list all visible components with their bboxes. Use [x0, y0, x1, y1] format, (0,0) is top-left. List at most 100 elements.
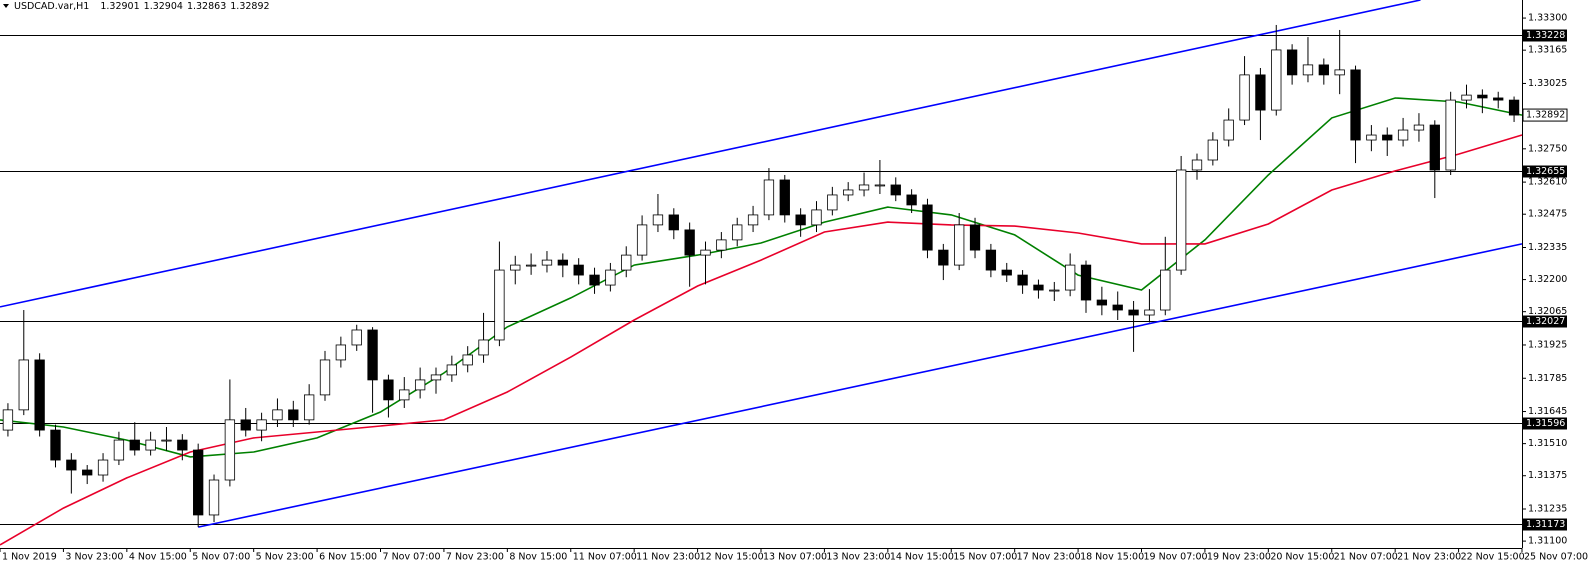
level-label: 1.32655 [1526, 166, 1565, 177]
candle-body [34, 359, 45, 431]
x-tick-label: 5 Nov 07:00 [192, 552, 250, 563]
candle-body [1508, 99, 1520, 116]
x-tick-label: 17 Nov 23:00 [1017, 552, 1081, 563]
y-tick-label: 1.32750 [1528, 143, 1567, 154]
candle-body [969, 224, 981, 251]
candle-body [1445, 99, 1456, 171]
x-tick-label: 21 Nov 07:00 [1334, 552, 1398, 563]
header: USDCAD.var,H1 1.32901 1.32904 1.32863 1.328… [14, 1, 270, 12]
candle-body [954, 224, 965, 266]
candle-body [858, 184, 870, 191]
x-tick-label: 6 Nov 15:00 [319, 552, 377, 563]
candle-body [1175, 169, 1187, 271]
candle-body [2, 409, 14, 431]
quote-value: 1.32901 [100, 1, 139, 12]
candle-body [288, 409, 299, 421]
candle-body [1191, 159, 1203, 171]
candle-body [208, 479, 220, 516]
level-label: 1.31596 [1526, 418, 1565, 429]
x-tick-label: 3 Nov 23:00 [65, 552, 123, 563]
indicator-line [0, 0, 1421, 308]
candle-body [1302, 64, 1314, 76]
candle-body [890, 184, 901, 196]
candle-body [747, 214, 759, 226]
candle-body [906, 194, 917, 206]
candle-body [1255, 74, 1266, 111]
x-tick-label: 13 Nov 07:00 [763, 552, 827, 563]
candle-body [1001, 269, 1012, 276]
candle-body [82, 469, 93, 476]
x-tick-label: 1 Nov 2019 [2, 552, 57, 563]
candle-body [66, 459, 77, 471]
candle-body [779, 179, 790, 216]
axis-layer: 1.33300 1.33165 1.33025 1.32750 1.32610 1.324… [0, 13, 1588, 563]
candle-body [985, 249, 997, 271]
candle-body [1429, 124, 1440, 171]
y-tick-label: 1.31925 [1528, 339, 1567, 350]
candle-body [827, 194, 838, 211]
candle-body [652, 214, 664, 226]
candle-body [843, 189, 854, 196]
candle-body [351, 329, 362, 346]
candle-body [193, 449, 204, 516]
menu-triangle[interactable] [3, 4, 9, 8]
y-tick-label: 1.32335 [1528, 242, 1567, 253]
candle-body [541, 259, 553, 266]
candle-body [462, 354, 473, 366]
y-tick-label: 1.33300 [1528, 13, 1567, 24]
candle-body [1366, 134, 1377, 141]
candle-body [510, 264, 521, 271]
candles-layer [2, 24, 1520, 528]
y-tick-label: 1.31645 [1528, 406, 1567, 417]
candle-body [446, 364, 457, 376]
y-tick-label: 1.31100 [1528, 536, 1567, 547]
candle-body [732, 224, 743, 241]
level-label: 1.33228 [1526, 30, 1565, 41]
candle-body [668, 214, 679, 231]
candle-body [636, 224, 648, 256]
candle-body [1065, 264, 1076, 291]
x-tick-label: 7 Nov 07:00 [383, 552, 441, 563]
candle-body [50, 429, 61, 461]
candle-body [1207, 139, 1219, 161]
candle-body [1493, 97, 1504, 101]
candle-body [1239, 74, 1250, 121]
x-tick-label: 5 Nov 23:00 [256, 552, 314, 563]
candle-body [1271, 49, 1282, 111]
candle-body [1397, 129, 1409, 141]
candle-body [97, 459, 109, 476]
candle-body [335, 344, 347, 361]
x-tick-label: 12 Nov 15:00 [700, 552, 764, 563]
candle-body [478, 339, 489, 356]
candle-body [811, 209, 822, 226]
candle-body [1334, 69, 1345, 76]
candle-body [589, 274, 600, 286]
x-tick-label: 25 Nov 07:00 [1524, 552, 1588, 563]
candle-body [1223, 119, 1234, 141]
candle-body [922, 204, 933, 251]
candle-body [1286, 49, 1298, 76]
candle-body [367, 329, 378, 381]
level-label: 1.32027 [1526, 316, 1565, 327]
x-tick-label: 22 Nov 15:00 [1461, 552, 1525, 563]
level-badge [1523, 29, 1567, 42]
candle-body [145, 439, 156, 451]
y-tick-label: 1.32475 [1528, 209, 1567, 220]
indicator-line [198, 243, 1523, 528]
y-tick-label: 1.32200 [1528, 274, 1567, 285]
candle-body [129, 439, 140, 451]
x-tick-label: 8 Nov 15:00 [509, 552, 567, 563]
candle-body [763, 179, 775, 216]
candle-body [605, 269, 616, 286]
candle-body [272, 409, 283, 421]
indicator-line [0, 97, 1523, 458]
y-tick-label: 1.31785 [1528, 373, 1567, 384]
y-tick-label: 1.31510 [1528, 438, 1567, 449]
candle-body [494, 269, 505, 341]
x-tick-label: 18 Nov 15:00 [1080, 552, 1144, 563]
y-tick-label: 1.33165 [1528, 45, 1567, 56]
level-badge [1523, 417, 1567, 430]
x-tick-label: 14 Nov 15:00 [890, 552, 954, 563]
candle-body [383, 379, 394, 401]
x-tick-label: 11 Nov 07:00 [573, 552, 637, 563]
